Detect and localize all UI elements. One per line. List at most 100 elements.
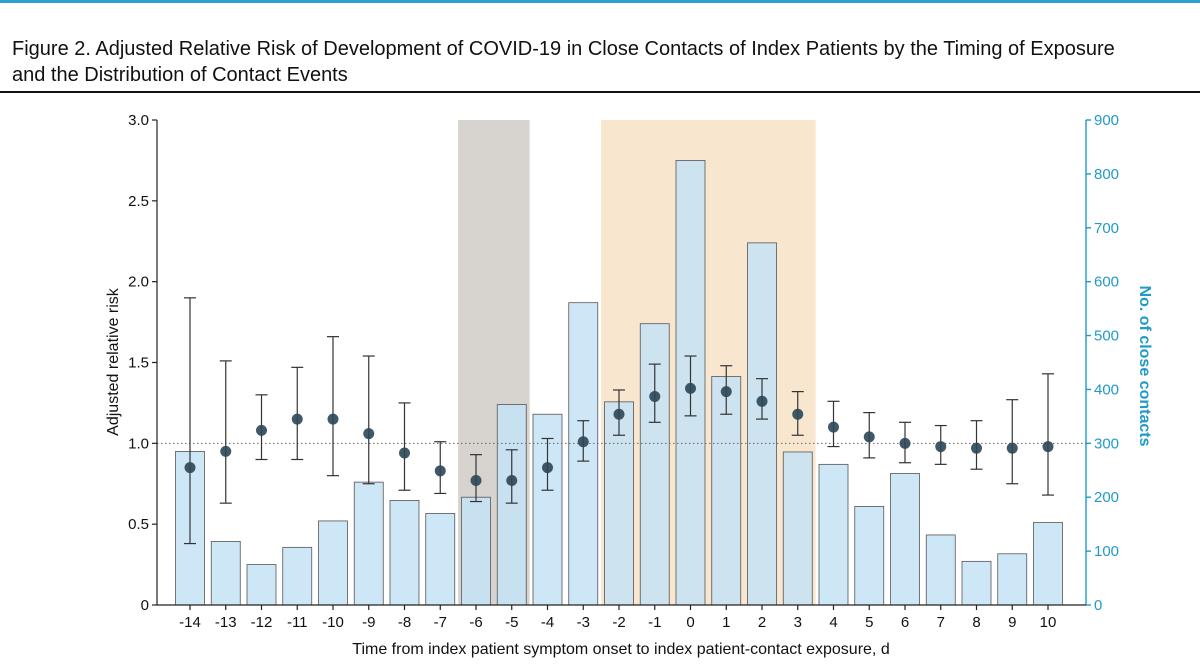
y-tick-label-right: 900 — [1094, 112, 1119, 129]
risk-point — [1042, 441, 1054, 453]
figure-title-line-2: and the Distribution of Contact Events — [12, 64, 348, 86]
x-tick-label: -13 — [215, 614, 237, 631]
y-tick-label-left: 3.0 — [128, 112, 149, 129]
x-tick-label: -14 — [179, 614, 201, 631]
risk-point — [184, 462, 196, 474]
y-tick-label-left: 1.5 — [128, 355, 149, 372]
y-tick-label-right: 600 — [1094, 274, 1119, 291]
risk-point — [863, 431, 875, 443]
shaded-region-orange — [601, 120, 816, 605]
contact-bar — [747, 242, 777, 606]
risk-point — [327, 413, 339, 425]
y-tick-label-left: 2.5 — [128, 193, 149, 210]
x-tick-label: 8 — [972, 614, 980, 631]
contact-bar — [854, 505, 885, 606]
contact-bar — [210, 541, 241, 606]
risk-point — [685, 382, 696, 394]
risk-point — [506, 475, 518, 487]
risk-point — [291, 413, 303, 425]
risk-point — [434, 465, 446, 477]
y-tick-label-right: 200 — [1094, 489, 1119, 506]
x-tick-label: 6 — [901, 614, 909, 631]
x-tick-label: -1 — [648, 614, 661, 631]
shaded-regions — [458, 120, 816, 605]
x-tick-label: -11 — [287, 614, 308, 631]
contact-bar — [639, 323, 670, 606]
x-tick-label: 5 — [865, 614, 873, 631]
figure-title: Figure 2. Adjusted Relative Risk of Deve… — [12, 36, 1162, 88]
risk-point — [649, 390, 661, 402]
y-tick-label-right: 100 — [1094, 543, 1119, 560]
contact-bar — [389, 500, 420, 606]
risk-point — [792, 408, 804, 420]
risk-point — [220, 445, 232, 457]
contact-bar — [997, 553, 1028, 606]
y-axis-right-label: No. of close contacts — [1136, 286, 1153, 447]
x-tick-label: 4 — [829, 614, 837, 631]
risk-point — [1006, 442, 1018, 454]
y-tick-label-left: 1.0 — [128, 435, 149, 452]
y-tick-label-right: 400 — [1094, 381, 1119, 398]
contact-bar — [782, 451, 813, 606]
risk-point — [577, 436, 589, 448]
x-axis-label: Time from index patient symptom onset to… — [352, 641, 889, 658]
risk-point — [470, 475, 482, 487]
risk-point — [899, 437, 911, 449]
risk-point — [399, 447, 410, 459]
risk-point — [363, 428, 375, 440]
x-tick-label: -3 — [577, 614, 590, 631]
contact-bar — [496, 404, 527, 606]
y-axis-left-label: Adjusted relative risk — [105, 287, 122, 436]
x-tick-label: 7 — [937, 614, 945, 631]
x-tick-label: -9 — [362, 614, 375, 631]
x-tick-label: -4 — [541, 614, 554, 631]
x-tick-label: 3 — [794, 614, 802, 631]
risk-point — [756, 395, 768, 407]
risk-point — [971, 442, 982, 454]
x-tick-label: -10 — [322, 614, 344, 631]
risk-points — [184, 382, 1054, 487]
x-tick-label: 9 — [1008, 614, 1016, 631]
risk-point — [935, 441, 947, 453]
risk-point — [828, 421, 839, 433]
contact-bar — [961, 560, 992, 606]
contact-bar — [925, 534, 956, 606]
y-tick-label-right: 300 — [1094, 435, 1119, 452]
y-tick-label-left: 0 — [141, 597, 149, 614]
x-tick-label: -2 — [612, 614, 625, 631]
x-tick-label: -5 — [505, 614, 518, 631]
x-tick-label: -8 — [398, 614, 411, 631]
contact-bar — [353, 481, 384, 606]
y-tick-label-right: 0 — [1094, 597, 1102, 614]
x-tick-label: -12 — [251, 614, 273, 631]
contact-bar — [318, 520, 348, 606]
x-tick-label: 10 — [1040, 614, 1057, 631]
contact-bar — [1033, 522, 1063, 606]
contact-bar — [425, 512, 456, 606]
y-tick-label-right: 800 — [1094, 166, 1119, 183]
risk-point — [720, 386, 732, 398]
y-tick-label-left: 0.5 — [128, 516, 149, 533]
risk-point — [613, 408, 625, 420]
y-tick-label-right: 700 — [1094, 220, 1119, 237]
x-tick-label: 1 — [722, 614, 730, 631]
risk-point — [256, 424, 267, 436]
contact-bar — [818, 463, 849, 606]
contact-bar — [246, 564, 277, 606]
x-tick-label: 2 — [758, 614, 766, 631]
contact-bar — [282, 546, 313, 606]
figure-title-line-1: Figure 2. Adjusted Relative Risk of Deve… — [12, 38, 1115, 60]
x-tick-label: -6 — [469, 614, 482, 631]
contact-bar — [890, 473, 920, 606]
top-accent-rule — [0, 0, 1200, 3]
x-tick-label: -7 — [434, 614, 447, 631]
axes: 00.51.01.52.02.53.0010020030040050060070… — [128, 112, 1119, 631]
risk-point — [542, 462, 553, 474]
title-rule — [0, 91, 1200, 93]
contact-bar — [461, 496, 491, 606]
x-tick-label: 0 — [686, 614, 694, 631]
error-bars — [184, 297, 1054, 545]
y-tick-label-right: 500 — [1094, 328, 1119, 345]
y-tick-label-left: 2.0 — [128, 274, 149, 291]
